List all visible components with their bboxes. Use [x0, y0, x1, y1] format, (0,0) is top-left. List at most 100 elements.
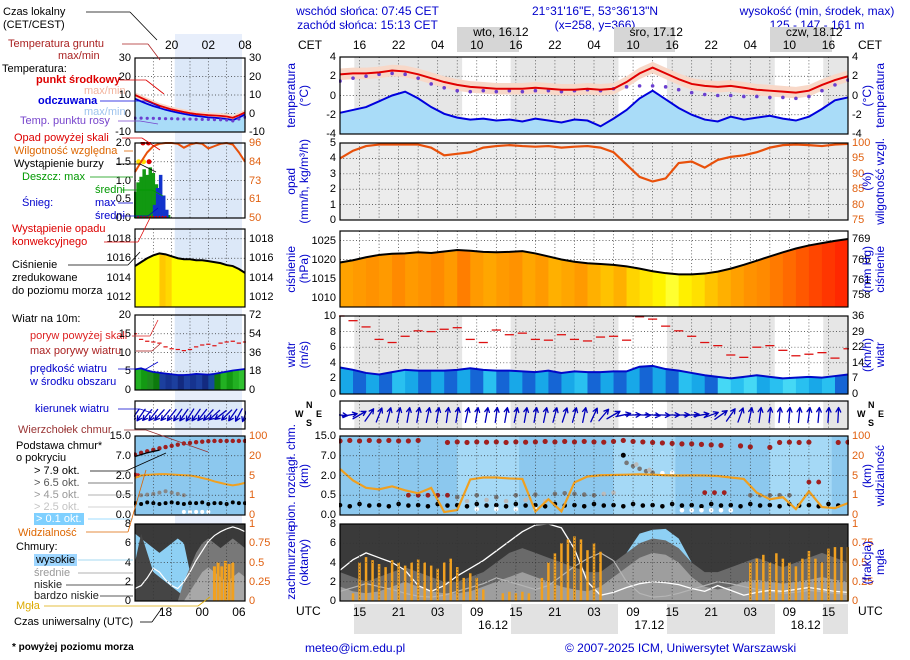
- chart-main-cisn: [339, 230, 849, 308]
- legend-label: średni: [95, 210, 125, 222]
- axis-tick: 7: [852, 372, 859, 385]
- compass-right-letter: S: [868, 418, 875, 428]
- mini-utc-tick: 18: [158, 605, 173, 619]
- legend-label: bardzo niskie: [34, 590, 99, 602]
- utc-tick: 03: [743, 605, 757, 619]
- axis-tick: 2.0: [320, 469, 336, 482]
- axis-title-main-temp-l: temperatura (°C): [283, 57, 313, 134]
- sunrise-text: wschód słońca: 07:45 CET: [296, 4, 439, 18]
- axis-tick: -10: [115, 126, 131, 138]
- axis-title-text: (mm/h, kg/m³/h): [297, 139, 311, 224]
- compass-right-letter: W: [857, 409, 866, 419]
- axis-tick: 14: [852, 356, 865, 369]
- axis-tick: 1016: [106, 252, 131, 265]
- contact-email-link[interactable]: meteo@icm.edu.pl: [305, 641, 406, 655]
- compass-left-letter: W: [295, 409, 304, 419]
- axis-tick: 5: [852, 469, 859, 482]
- compass-right-letter: N: [868, 400, 875, 410]
- axis-tick: 30: [118, 52, 131, 64]
- axis-tick: 61: [249, 193, 262, 206]
- utc-tick: 21: [391, 605, 406, 619]
- above-sea-note: * powyżej poziomu morza: [12, 642, 134, 653]
- axis-title-main-chm-l: pion. rozciągł. chm. (km): [283, 424, 313, 527]
- date-header: wto, 16.12: [473, 25, 529, 39]
- cet-tick: 10: [626, 38, 640, 52]
- night-band-footer: [666, 604, 775, 634]
- chart-mini-temp: [134, 57, 246, 133]
- axis-tick: 8: [329, 518, 336, 530]
- axis-title-text: wiatr: [873, 342, 887, 368]
- cet-tick: 16: [352, 38, 367, 52]
- axis-tick: 7.0: [115, 449, 131, 462]
- legend-label: wysokie: [34, 554, 78, 566]
- axis-title-text: wilgotność wzgl.: [873, 138, 887, 225]
- legend-label: Chmury:: [16, 541, 58, 553]
- legend-label: niskie: [34, 579, 63, 591]
- utc-tick: 03: [431, 605, 445, 619]
- utc-tick: 21: [704, 605, 718, 619]
- axis-tick: 4: [329, 51, 336, 63]
- axis-tick: 4: [124, 556, 131, 569]
- axis-tick: 8: [124, 518, 131, 530]
- compass-left-letter: S: [306, 418, 313, 428]
- legend-label: max/min: [84, 106, 126, 118]
- axis-title-main-opad-r: (%) wilgotność wzgl.: [859, 138, 889, 225]
- legend-label: w środku obszaru: [30, 376, 117, 388]
- axis-tick: 6: [329, 341, 336, 354]
- axis-tick: 2.0: [115, 137, 131, 149]
- utc-label-left: UTC: [296, 604, 321, 618]
- axis-title-text: (hPa): [297, 254, 311, 284]
- axis-title-text: (oktanty): [297, 539, 311, 586]
- legend-label: Temperatura:: [2, 63, 67, 75]
- utc-tick: 15: [665, 605, 679, 619]
- axis-tick: 1018: [249, 232, 274, 245]
- axis-tick: 4: [329, 152, 336, 165]
- axis-tick: 10: [249, 89, 262, 101]
- legend-label: odczuwana: [38, 95, 98, 107]
- axis-tick: 2: [124, 575, 131, 588]
- axis-tick: 1: [249, 489, 256, 502]
- sun-times: wschód słońca: 07:45 CET zachód słońca: …: [285, 4, 450, 32]
- chart-mini-wiatr: [134, 314, 246, 391]
- axis-tick: 1016: [249, 252, 274, 265]
- axis-tick: 72: [249, 309, 262, 321]
- utc-tick: 15: [352, 605, 367, 619]
- axis-tick: 36: [249, 346, 262, 359]
- chart-mini-cisn: [134, 228, 246, 308]
- axis-tick: 18: [249, 365, 262, 378]
- axis-tick: 0: [124, 595, 131, 607]
- axis-tick: 769: [852, 233, 871, 246]
- legend-label: Opad powyżej skali: [14, 132, 109, 144]
- axis-tick: 0: [329, 595, 336, 607]
- axis-title-main-zach-r: (frakcja) mgła: [859, 524, 889, 601]
- axis-tick: 765: [852, 253, 871, 266]
- axis-tick: 20: [852, 449, 865, 462]
- cet-tick: 10: [782, 38, 797, 52]
- axis-tick: 30: [249, 52, 262, 64]
- axis-tick: 1.5: [115, 155, 131, 168]
- axis-tick: -2: [852, 108, 862, 121]
- axis-tick: 0: [852, 595, 859, 607]
- legend-label: Ciśnienie: [12, 259, 58, 271]
- utc-tick: 21: [548, 605, 562, 619]
- mini-utc-tick: 06: [232, 605, 246, 619]
- axis-tick: 15.0: [109, 430, 131, 442]
- cet-tick: 16: [821, 38, 836, 52]
- axis-tick: 2: [329, 372, 336, 385]
- axis-tick: -4: [852, 128, 862, 140]
- axis-tick: 5: [329, 137, 336, 149]
- axis-tick: 80: [852, 198, 865, 211]
- cet-tick: 04: [743, 38, 757, 52]
- utc-tick: 09: [782, 605, 797, 619]
- axis-tick: 0.5: [115, 193, 131, 206]
- axis-tick: 0.75: [852, 537, 874, 550]
- axis-title-main-wiatr-l: wiatr (m/s): [283, 316, 313, 394]
- cet-tick: 22: [548, 38, 562, 52]
- axis-tick: 0.5: [115, 489, 131, 502]
- night-band-footer: [354, 604, 463, 634]
- axis-tick: 0: [249, 384, 256, 396]
- axis-tick: 10: [118, 89, 131, 101]
- cet-tick: 10: [470, 38, 484, 52]
- axis-tick: 20: [249, 449, 262, 462]
